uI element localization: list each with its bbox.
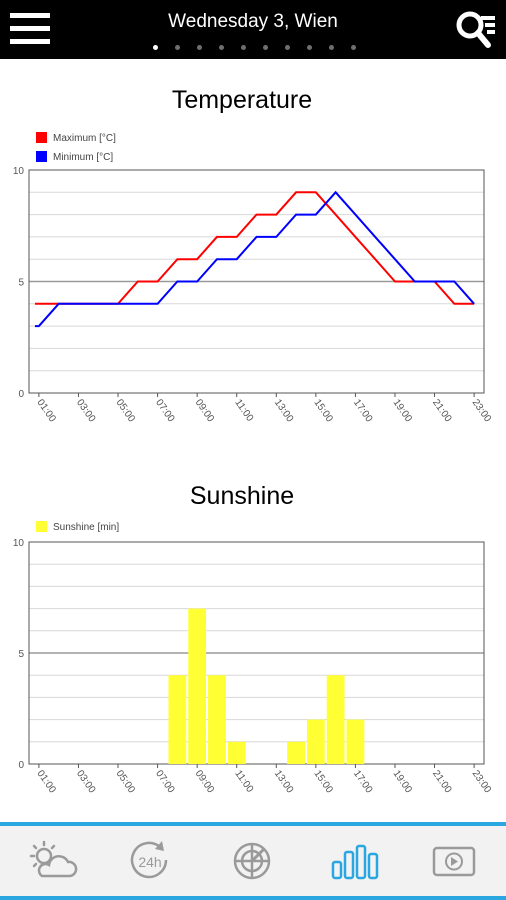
x-tick-label: 15:00 <box>311 768 335 795</box>
x-tick-label: 01:00 <box>34 397 58 424</box>
weather-cloud-sun-icon[interactable] <box>22 838 82 884</box>
series-line <box>34 190 475 328</box>
menu-icon[interactable] <box>10 13 50 45</box>
y-tick-label: 10 <box>13 538 25 549</box>
page-dot[interactable] <box>197 45 202 50</box>
x-tick-label: 09:00 <box>193 768 217 795</box>
page-dot[interactable] <box>219 45 224 50</box>
sunshine-chart: Sunshine [min] 0 5 10 01:00 03:00 05:00 07:00 09… <box>13 521 494 796</box>
x-tick-label: 21:00 <box>430 397 454 424</box>
x-tick-label: 03:00 <box>74 768 98 795</box>
bar-chart-icon[interactable] <box>325 838 385 884</box>
bar <box>208 675 226 764</box>
sunshine-chart-title: Sunshine <box>189 482 295 510</box>
x-tick-label: 01:00 <box>34 768 58 795</box>
x-tick-label: 13:00 <box>272 397 296 424</box>
y-tick-label: 0 <box>18 389 24 400</box>
x-tick-label: 17:00 <box>351 768 375 795</box>
x-tick-label: 03:00 <box>74 397 98 424</box>
page-dot[interactable] <box>351 45 356 50</box>
legend-label: Minimum [°C] <box>53 152 113 163</box>
x-tick-label: 05:00 <box>114 768 138 795</box>
x-tick-label: 19:00 <box>391 397 415 424</box>
legend-swatch <box>36 521 47 532</box>
page-indicator[interactable] <box>0 45 506 55</box>
plot-frame <box>28 541 485 765</box>
x-tick-label: 07:00 <box>153 768 177 795</box>
series-line <box>34 191 475 305</box>
plot-frame <box>28 169 485 394</box>
x-tick-label: 15:00 <box>311 397 335 424</box>
temperature-chart-title: Temperature <box>171 86 313 114</box>
bottom-nav: 24h <box>0 822 506 900</box>
page-dot[interactable] <box>241 45 246 50</box>
bar <box>326 675 345 764</box>
x-tick-label: 05:00 <box>114 397 138 424</box>
top-bar: Wednesday 3, Wien <box>0 0 506 59</box>
x-tick-label: 21:00 <box>430 768 454 795</box>
video-play-icon[interactable] <box>424 838 484 884</box>
page-dot[interactable] <box>307 45 312 50</box>
legend-swatch <box>36 151 47 162</box>
x-tick-label: 23:00 <box>470 768 494 795</box>
bar <box>287 741 305 764</box>
bar <box>306 719 325 764</box>
y-tick-label: 5 <box>18 278 24 289</box>
x-tick-label: 11:00 <box>232 397 255 424</box>
x-tick-label: 13:00 <box>272 768 296 795</box>
radar-icon[interactable] <box>222 838 282 884</box>
x-tick-label: 23:00 <box>470 397 494 424</box>
24h-icon[interactable]: 24h <box>122 838 182 884</box>
x-tick-label: 11:00 <box>232 768 255 795</box>
legend-label: Sunshine [min] <box>53 522 119 533</box>
x-tick-label: 07:00 <box>153 397 177 424</box>
x-tick-label: 19:00 <box>391 768 415 795</box>
page-title: Wednesday 3, Wien <box>168 11 338 32</box>
x-tick-label: 17:00 <box>351 397 375 424</box>
bar <box>168 675 187 764</box>
24h-label: 24h <box>138 854 161 870</box>
nav-bottom-border <box>0 896 506 900</box>
page-dot[interactable] <box>175 45 180 50</box>
legend-swatch <box>36 132 47 143</box>
page-dot[interactable] <box>285 45 290 50</box>
nav-top-border <box>0 822 506 826</box>
bar <box>227 741 246 764</box>
search-icon[interactable] <box>454 8 500 52</box>
page-dot[interactable] <box>263 45 268 50</box>
page-dot[interactable] <box>153 45 158 50</box>
y-tick-label: 5 <box>18 649 24 660</box>
bar <box>188 608 207 764</box>
y-tick-label: 10 <box>13 166 25 177</box>
legend-label: Maximum [°C] <box>53 133 116 144</box>
temperature-chart: Maximum [°C] Minimum [°C] 0 5 10 01:00 03:00 05… <box>13 132 494 425</box>
x-tick-label: 09:00 <box>193 397 217 424</box>
y-tick-label: 0 <box>18 760 24 771</box>
bar <box>346 719 365 764</box>
page-dot[interactable] <box>329 45 334 50</box>
